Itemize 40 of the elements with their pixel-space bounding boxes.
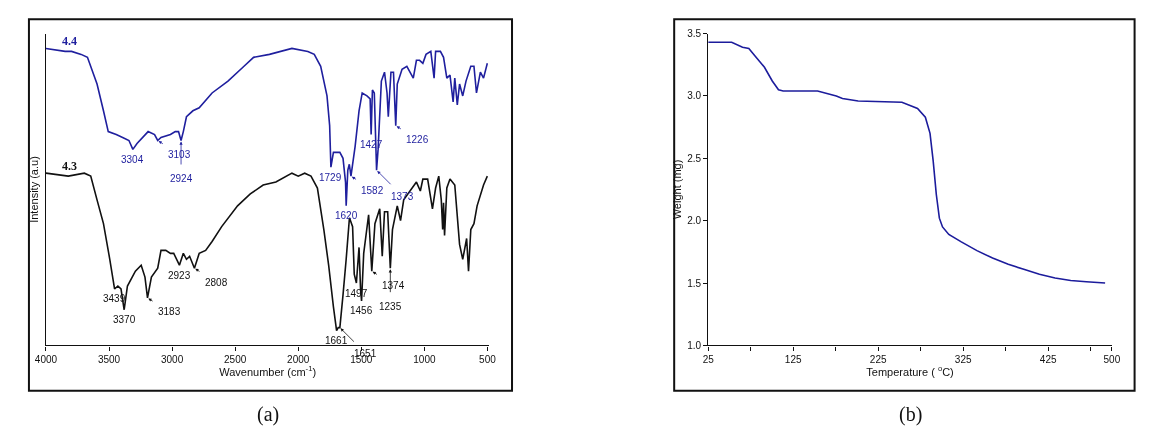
y-tick-label: 1.5 — [687, 277, 702, 289]
y-tick-label: 1.0 — [687, 339, 702, 351]
annotation: 3183 — [158, 306, 181, 317]
annotation: 1226 — [406, 134, 429, 145]
annotation: 2923 — [168, 270, 191, 281]
annotation: 1729 — [319, 172, 342, 183]
annotation: 3103 — [168, 149, 191, 160]
x-tick-label: 4000 — [34, 353, 58, 365]
annotation: 1456 — [350, 305, 373, 316]
x-tick-label: 2000 — [287, 353, 310, 365]
x-tick-label: 125 — [784, 353, 802, 365]
x-axis-title: Wavenumber (cm$^{-1}$) — [219, 364, 317, 379]
y-tick-label: 3.0 — [687, 90, 702, 102]
x-tick-label: 325 — [954, 353, 972, 365]
annotation: 1582 — [361, 185, 384, 196]
annotation: 2808 — [205, 277, 228, 288]
annotation: 3304 — [121, 154, 144, 165]
x-tick-label: 25 — [702, 353, 715, 365]
text: (a) — [257, 403, 280, 426]
y-tick-label: 3.5 — [687, 28, 702, 40]
x-tick-label: 1000 — [413, 353, 436, 365]
annotation: 1235 — [379, 301, 402, 312]
line-series — [708, 41, 1106, 284]
series-label: 4.4 — [62, 34, 77, 48]
annotation: 1620 — [335, 210, 358, 221]
text: (b) — [899, 403, 923, 426]
x-tick-label: 500 — [479, 353, 497, 365]
x-axis-title: Temperature ( $^{o}$C) — [866, 364, 954, 379]
annotation: 2924 — [170, 173, 193, 184]
y-tick-label: 2.0 — [687, 215, 702, 227]
x-tick-label: 225 — [869, 353, 887, 365]
x-tick-label: 3500 — [97, 353, 121, 365]
x-tick-label: 3000 — [160, 353, 184, 365]
x-tick-label: 2500 — [224, 353, 247, 365]
annotation: 3370 — [113, 314, 136, 325]
x-tick-label: 500 — [1103, 353, 1121, 365]
series-label: 4.3 — [62, 159, 77, 173]
y-tick-label: 2.5 — [687, 152, 702, 164]
x-tick-label: 425 — [1039, 353, 1057, 365]
y-axis-title: Intensity (a.u) — [28, 156, 41, 223]
